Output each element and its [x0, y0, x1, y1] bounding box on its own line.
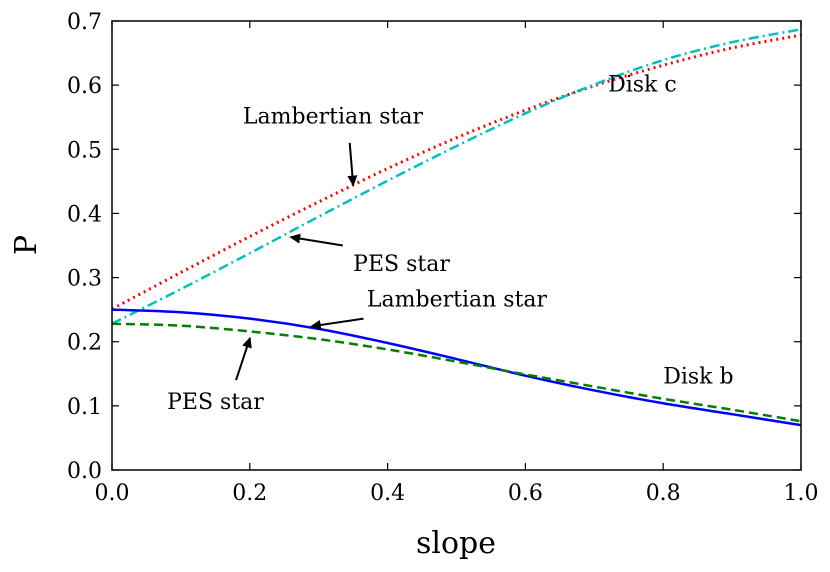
y-tick-label: 0.0	[67, 459, 102, 484]
series-layer	[112, 28, 801, 427]
y-tick-label: 0.2	[67, 331, 102, 356]
annotation-arrow	[289, 233, 343, 247]
x-tick-label: 0.2	[232, 481, 267, 506]
series-line-2	[112, 308, 801, 427]
series-line-0	[112, 33, 801, 311]
annotation-arrow	[309, 317, 364, 330]
x-tick-label: 0.6	[508, 481, 543, 506]
y-tick-label: 0.6	[67, 74, 102, 99]
annotation-label: Lambertian star	[367, 287, 548, 312]
y-tick-label: 0.4	[67, 202, 102, 227]
series-line-1	[112, 28, 801, 325]
annotation-arrow	[235, 336, 252, 381]
x-tick-label: 0.0	[95, 481, 130, 506]
annotation-layer: Lambertian star PES star Lambertian star PE…	[167, 73, 733, 416]
annotation-label: Lambertian star	[243, 105, 424, 130]
y-tick-label: 0.3	[67, 267, 102, 292]
plot-background	[112, 21, 801, 470]
annotation-label: Disk b	[663, 364, 733, 389]
y-tick-label: 0.1	[67, 395, 102, 420]
plot-frame	[111, 20, 802, 471]
series-line-3	[112, 322, 801, 423]
annotation-label: PES star	[167, 390, 264, 415]
x-axis-label: slope	[416, 526, 496, 561]
x-tick-label: 0.4	[370, 481, 405, 506]
x-tick-label: 1.0	[784, 481, 819, 506]
y-tick-label: 0.5	[67, 138, 102, 163]
annotation-label: Disk c	[608, 73, 677, 98]
ticks-layer: 0.0 0.2 0.4 0.6 0.8 1.0 0.0 0.1 0.2 0.3 0.4 0.5 0.6 0…	[67, 10, 819, 506]
annotation-arrow	[347, 142, 358, 187]
y-axis-label: P	[9, 235, 44, 255]
x-tick-label: 0.8	[646, 481, 681, 506]
annotation-label: PES star	[353, 252, 450, 277]
y-tick-label: 0.7	[67, 10, 102, 35]
